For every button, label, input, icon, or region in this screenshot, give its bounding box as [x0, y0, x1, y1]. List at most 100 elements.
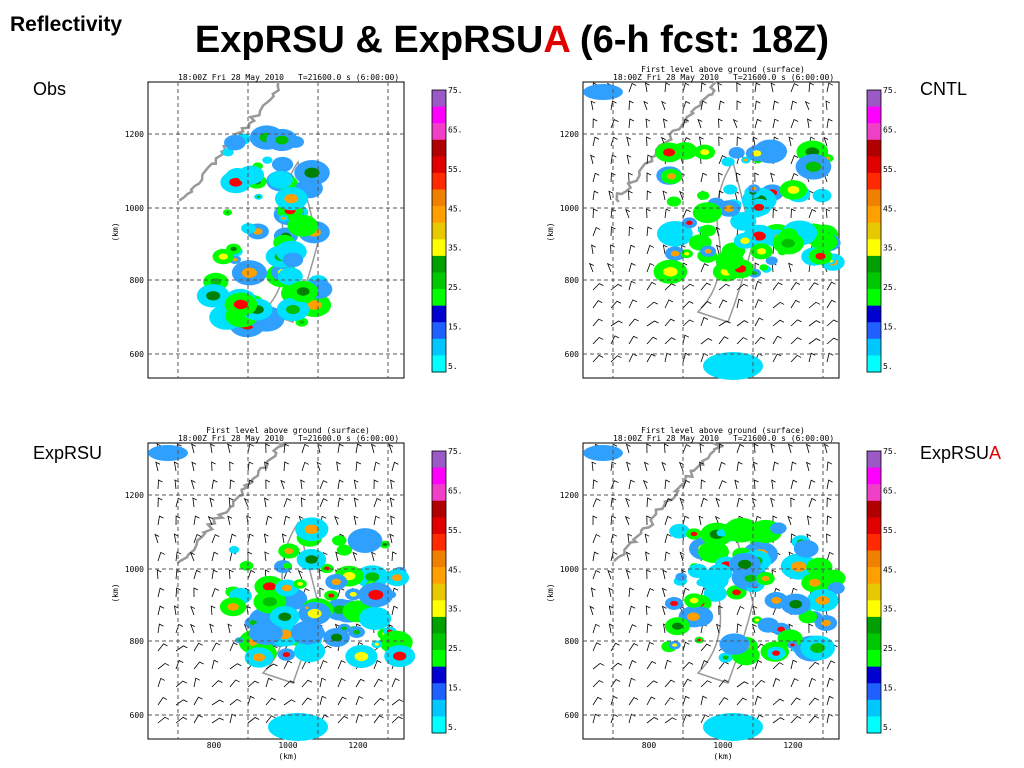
colorbar-label: 5. [448, 723, 458, 732]
wind-barb [606, 262, 612, 273]
wind-barb [628, 697, 639, 706]
y-tick-label: 1200 [560, 130, 579, 139]
wind-barb [697, 118, 703, 129]
wind-barb [664, 717, 677, 724]
wind-barb [700, 695, 708, 706]
wind-barb [229, 663, 242, 670]
wind-barb [319, 587, 325, 598]
wind-barb [661, 100, 667, 111]
y-tick-label: 1200 [125, 130, 144, 139]
wind-barb [790, 659, 798, 670]
colorbar-segment [432, 106, 446, 124]
echo [724, 517, 759, 543]
x-tick-label: 1000 [278, 741, 297, 750]
wind-barb [592, 208, 598, 219]
colorbar-segment [867, 500, 881, 518]
wind-barb [788, 262, 793, 273]
wind-barb [174, 605, 179, 616]
colorbar-segment [867, 90, 881, 108]
map-panel: ExpRSU First level above ground (surface)… [33, 426, 462, 761]
wind-barb [610, 515, 616, 526]
colorbar-segment [432, 305, 446, 323]
echo-core [307, 608, 322, 619]
wind-barb [790, 533, 796, 544]
wind-barb [754, 679, 766, 688]
wind-barb [175, 497, 183, 508]
wind-barb [718, 336, 729, 345]
wind-barb [646, 301, 659, 309]
wind-barb [626, 136, 632, 147]
wind-barb [592, 515, 598, 526]
wind-barb [607, 569, 613, 580]
echo-core [663, 266, 678, 277]
wind-barb [643, 100, 649, 111]
wind-barb [664, 208, 671, 219]
colorbar-segment [867, 699, 881, 717]
colorbar-segment [432, 338, 446, 356]
wind-barb [700, 82, 707, 93]
wind-barb [337, 678, 346, 688]
wind-barb [355, 713, 363, 724]
echo-core [781, 238, 795, 248]
wind-barb [754, 659, 763, 670]
wind-barb [808, 479, 816, 490]
wind-barb [664, 299, 674, 309]
echo-core [331, 578, 342, 586]
echo-core [666, 173, 677, 180]
echo-core [278, 612, 292, 622]
echo-core [286, 304, 300, 315]
wind-barb [754, 118, 762, 129]
wind-barb [628, 624, 637, 634]
wind-barb [715, 497, 721, 508]
echo-core [808, 578, 821, 587]
wind-barb [682, 587, 690, 598]
echo-core [368, 589, 384, 600]
wind-barb [699, 461, 704, 472]
wind-barb [736, 337, 748, 345]
colorbar-label: 25. [883, 644, 897, 653]
wind-barb [355, 443, 362, 454]
wind-barb [826, 479, 833, 490]
wind-barb [211, 680, 223, 688]
wind-barb [664, 697, 675, 706]
echo [687, 563, 708, 579]
colorbar-segment [867, 533, 881, 552]
wind-barb [628, 318, 639, 327]
wind-barb [790, 697, 801, 706]
map-frame [147, 81, 405, 379]
wind-barb [590, 587, 596, 598]
echo [723, 184, 738, 195]
wind-barb [336, 461, 341, 472]
wind-barb [826, 319, 838, 327]
wind-barb [642, 479, 648, 490]
wind-barb [588, 262, 594, 273]
echo-core [349, 591, 357, 597]
colorbar-label: 55. [448, 165, 462, 174]
wind-barb [699, 443, 705, 454]
wind-barb [790, 100, 797, 111]
echo-core [252, 653, 266, 662]
wind-barb [736, 320, 749, 327]
x-tick-label: 1200 [783, 741, 802, 750]
colorbar-segment [432, 650, 446, 668]
wind-barb [391, 699, 404, 706]
colorbar-segment [432, 355, 446, 373]
colorbar-label: 65. [883, 486, 897, 495]
wind-barb [646, 443, 652, 454]
wind-barb [247, 695, 255, 706]
wind-barb [700, 100, 707, 111]
echo-core [686, 220, 693, 225]
wind-barb [823, 136, 829, 147]
wind-barb [700, 352, 709, 363]
wind-barb [662, 190, 668, 201]
colorbar-segment [432, 583, 446, 601]
wind-barb [646, 336, 658, 345]
wind-barb [283, 443, 290, 454]
wind-barb [157, 551, 165, 562]
colorbar-segment [867, 239, 881, 257]
echo [293, 639, 326, 663]
echo-core [304, 167, 320, 178]
echo-core [330, 633, 343, 642]
wind-barb [770, 172, 775, 183]
wind-barb [787, 443, 793, 454]
